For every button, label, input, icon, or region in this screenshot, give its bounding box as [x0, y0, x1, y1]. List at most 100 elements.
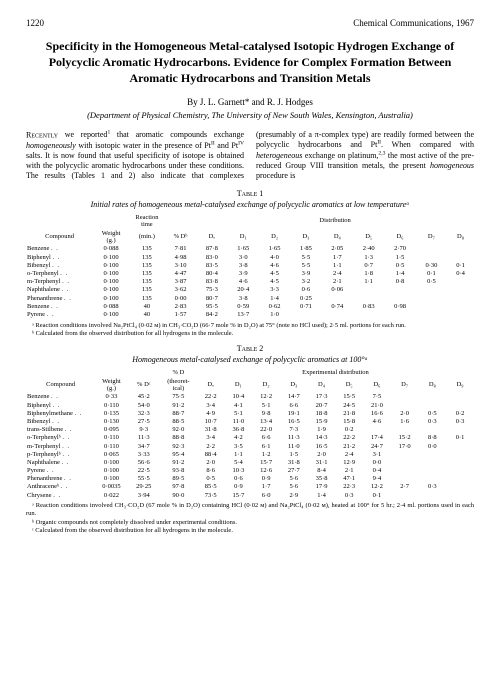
table-cell — [391, 467, 419, 475]
table-cell: Phenanthrene . . — [26, 475, 95, 483]
table-cell: 3·4 — [197, 401, 225, 409]
t1-h9: D₅ — [353, 229, 384, 245]
table-cell: 1·5 — [280, 450, 308, 458]
table-cell: 40 — [129, 310, 165, 318]
t2-h9: D₅ — [335, 377, 363, 393]
table-cell: 2·4 — [322, 269, 353, 277]
table-cell: 0·83 — [353, 302, 384, 310]
table-cell: 2·7 — [391, 483, 419, 491]
table-cell: 0·088 — [93, 245, 129, 253]
table1-head: Reactiontime Distribution Compound Weigh… — [26, 213, 474, 245]
table-cell: 4·5 — [259, 278, 290, 286]
table-cell: 15·8 — [335, 417, 363, 425]
table-cell: Phenanthrene . . — [26, 294, 93, 302]
table-cell: 7·81 — [165, 245, 196, 253]
table-cell: 10·4 — [225, 393, 253, 401]
table-cell: 4·2 — [225, 434, 253, 442]
table-cell: 56·6 — [128, 458, 160, 466]
table-cell: 2·0 — [197, 458, 225, 466]
table-cell: 15·2 — [391, 434, 419, 442]
table2-caption: Homogeneous metal-catalysed exchange of … — [26, 355, 474, 364]
table-cell: 11·3 — [128, 434, 160, 442]
table-cell: 0·6 — [290, 286, 321, 294]
table-cell: 0·00 — [165, 294, 196, 302]
table-cell: 5·6 — [280, 475, 308, 483]
body-text: Recently we reported1 that aromatic comp… — [26, 130, 474, 181]
table-cell: 34·7 — [128, 442, 160, 450]
table-cell — [446, 475, 474, 483]
table-cell: 3·8 — [228, 261, 259, 269]
table2: % D Experimental distribution Compound W… — [26, 368, 474, 499]
table-cell: 5·4 — [225, 458, 253, 466]
t1-h4: Dₒ — [196, 229, 227, 245]
table-cell — [353, 310, 384, 318]
table-cell: 16·6 — [363, 409, 391, 417]
table-cell: 90·0 — [160, 491, 197, 499]
table-cell: 88·7 — [160, 409, 197, 417]
table-row: Benzene . .0·0881357·8187·81·651·651·852… — [26, 245, 474, 253]
table-cell: 0·065 — [95, 450, 127, 458]
t1-distribution-hdr: Distribution — [196, 213, 474, 229]
table-cell: 22·2 — [197, 393, 225, 401]
table-cell: 1·4 — [384, 269, 415, 277]
table-cell: o-Terphenyl . . — [26, 269, 93, 277]
t1-h10: D₆ — [384, 229, 415, 245]
table-cell — [447, 294, 474, 302]
table-cell: 0·0 — [363, 458, 391, 466]
table-cell: 11·0 — [280, 442, 308, 450]
table-cell — [418, 467, 446, 475]
table-cell: 5·1 — [252, 401, 280, 409]
table-cell — [418, 393, 446, 401]
table-cell: 0·3 — [418, 417, 446, 425]
table-row: o-Terphenylᵇ . .0·11011·388·83·44·26·611… — [26, 434, 474, 442]
table2-footnotes: ᵃ Reaction conditions involved CH₃·CO₂D … — [26, 502, 474, 535]
t1-h7: D₃ — [290, 229, 321, 245]
table-cell: 95·4 — [160, 450, 197, 458]
t1-reaction-time-hdr: Reactiontime — [129, 213, 165, 229]
page-number: 1220 — [26, 18, 44, 28]
table-cell: 87·8 — [196, 245, 227, 253]
table2-header-row: Compound Weight(g.) % Dᶜ (theoret-ical) … — [26, 377, 474, 393]
table-cell: 75·5 — [160, 393, 197, 401]
table-cell: 0·022 — [95, 491, 127, 499]
t2-h6: D₂ — [252, 377, 280, 393]
table-cell: Biphenylmethane . . — [26, 409, 95, 417]
table-cell: 16·5 — [308, 442, 336, 450]
table-cell: 21·0 — [363, 401, 391, 409]
table-row: m-Terphenyl . .0·11034·792·32·23·56·111·… — [26, 442, 474, 450]
table-cell: 1·8 — [353, 269, 384, 277]
table-cell: 31·1 — [308, 458, 336, 466]
table-cell: 0·100 — [93, 278, 129, 286]
table-cell: 85·5 — [197, 483, 225, 491]
table-cell: 8·4 — [308, 467, 336, 475]
table-cell — [391, 426, 419, 434]
table-cell — [416, 310, 447, 318]
table-cell: 12·2 — [252, 393, 280, 401]
table-cell: 0·100 — [93, 253, 129, 261]
table-cell: 19·1 — [280, 409, 308, 417]
table-row: Anthraceneᵇ . .0·003529·2597·885·50·91·7… — [26, 483, 474, 491]
t2-h12: D₈ — [418, 377, 446, 393]
table-row: Pyrene . .0·100401·5784·213·71·0 — [26, 310, 474, 318]
table-cell: 17·3 — [308, 393, 336, 401]
table-cell: 2·2 — [197, 442, 225, 450]
table-cell — [416, 286, 447, 294]
table-cell: 135 — [129, 261, 165, 269]
table-cell: 91·2 — [160, 458, 197, 466]
table-cell: 15·5 — [335, 393, 363, 401]
table-cell: 0·0035 — [95, 483, 127, 491]
table-cell — [447, 310, 474, 318]
table-cell: 135 — [129, 269, 165, 277]
table-row: Benzene . .0·088402·8395·50·590·620·710·… — [26, 302, 474, 310]
table-cell: 8·8 — [418, 434, 446, 442]
table-cell: 1·2 — [252, 450, 280, 458]
table-cell: 5·1 — [225, 409, 253, 417]
table-cell: 21·2 — [335, 442, 363, 450]
table-cell: 1·9 — [308, 426, 336, 434]
affiliation: (Department of Physical Chemistry, The U… — [26, 110, 474, 120]
table-cell: 2·1 — [322, 278, 353, 286]
table-cell: o-Terphenylᵇ . . — [26, 434, 95, 442]
table-cell: 2·70 — [384, 245, 415, 253]
table-cell: 0·06 — [322, 286, 353, 294]
table-cell: 0·4 — [363, 467, 391, 475]
